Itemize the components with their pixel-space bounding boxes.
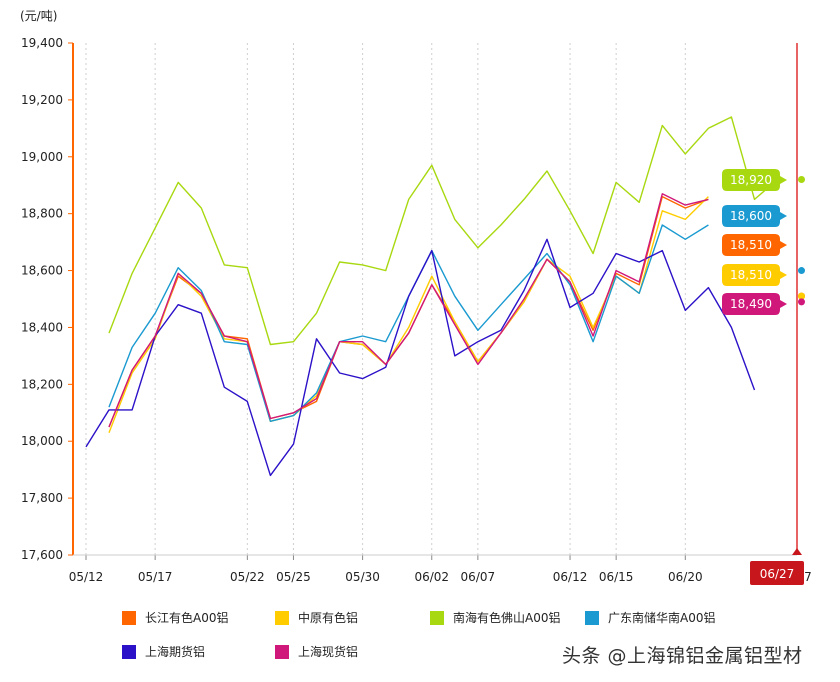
- series-lines: [85, 116, 805, 477]
- series-line-5: [85, 238, 756, 477]
- current-date-label: 06/27: [760, 567, 795, 581]
- value-badge-pointer: [780, 212, 787, 220]
- y-tick-label: 18,800: [21, 207, 63, 221]
- y-tick-label: 17,800: [21, 491, 63, 505]
- series-line-2: [109, 197, 778, 433]
- value-badge: 18,600: [722, 205, 787, 227]
- value-badge-label: 18,920: [730, 173, 772, 187]
- series-end-point: [798, 267, 805, 275]
- value-badge: 18,510: [722, 264, 787, 286]
- value-badge: 18,920: [722, 169, 787, 191]
- value-badge-box: [722, 205, 780, 227]
- value-badge-pointer: [780, 241, 787, 249]
- x-tick-label: 05/25: [276, 570, 311, 584]
- series-line-4: [109, 225, 778, 421]
- value-badge-box: [722, 169, 780, 191]
- y-tick-label: 18,400: [21, 320, 63, 334]
- y-tick-label: 18,000: [21, 434, 63, 448]
- value-badge-label: 18,510: [730, 268, 772, 282]
- x-tick-label: 05/30: [345, 570, 380, 584]
- watermark-text: 头条 @上海锦铝金属铝型材: [562, 645, 803, 667]
- x-tick-label-partial: 7: [804, 570, 812, 584]
- value-badge-label: 18,490: [730, 297, 772, 311]
- value-badge-box: [722, 293, 780, 315]
- axes: 17,600 17,800 18,000 18,200 18,400 18,600 18,8…: [21, 36, 812, 585]
- x-tick-label: 05/17: [138, 570, 173, 584]
- x-tick-label: 05/12: [69, 570, 104, 584]
- y-axis-unit-label: (元/吨): [20, 9, 57, 23]
- value-badge-pointer: [780, 176, 787, 184]
- y-tick-label: 18,200: [21, 377, 63, 391]
- value-badge-pointer: [780, 300, 787, 308]
- value-badge: 18,490: [722, 293, 787, 315]
- grid: [85, 43, 686, 555]
- x-tick-label: 06/07: [461, 570, 496, 584]
- series-line-3: [108, 116, 778, 346]
- value-badges: 18,920 18,600 18,510 18,510 18,490: [722, 169, 787, 315]
- series-end-point: [798, 298, 805, 306]
- x-tick-label: 06/12: [553, 570, 588, 584]
- value-badge-box: [722, 264, 780, 286]
- value-badge-label: 18,600: [730, 209, 772, 223]
- y-tick-label: 19,400: [21, 36, 63, 50]
- current-date-badge: [750, 561, 804, 585]
- x-tick-label: 06/20: [668, 570, 703, 584]
- value-badge-label: 18,510: [730, 238, 772, 252]
- y-tick-label: 19,000: [21, 150, 63, 164]
- x-tick-label: 06/02: [414, 570, 449, 584]
- y-tick-label: 18,600: [21, 264, 63, 278]
- x-tick-label: 05/22: [230, 570, 265, 584]
- y-tick-label: 19,200: [21, 93, 63, 107]
- value-badge-pointer: [780, 271, 787, 279]
- series-end-point: [798, 292, 805, 300]
- x-tick-label: 06/15: [599, 570, 634, 584]
- value-badge: 18,510: [722, 234, 787, 256]
- value-badge-box: [722, 234, 780, 256]
- y-tick-label: 17,600: [21, 548, 63, 562]
- current-date-marker-arrow: [792, 548, 802, 555]
- series-end-point: [798, 176, 805, 184]
